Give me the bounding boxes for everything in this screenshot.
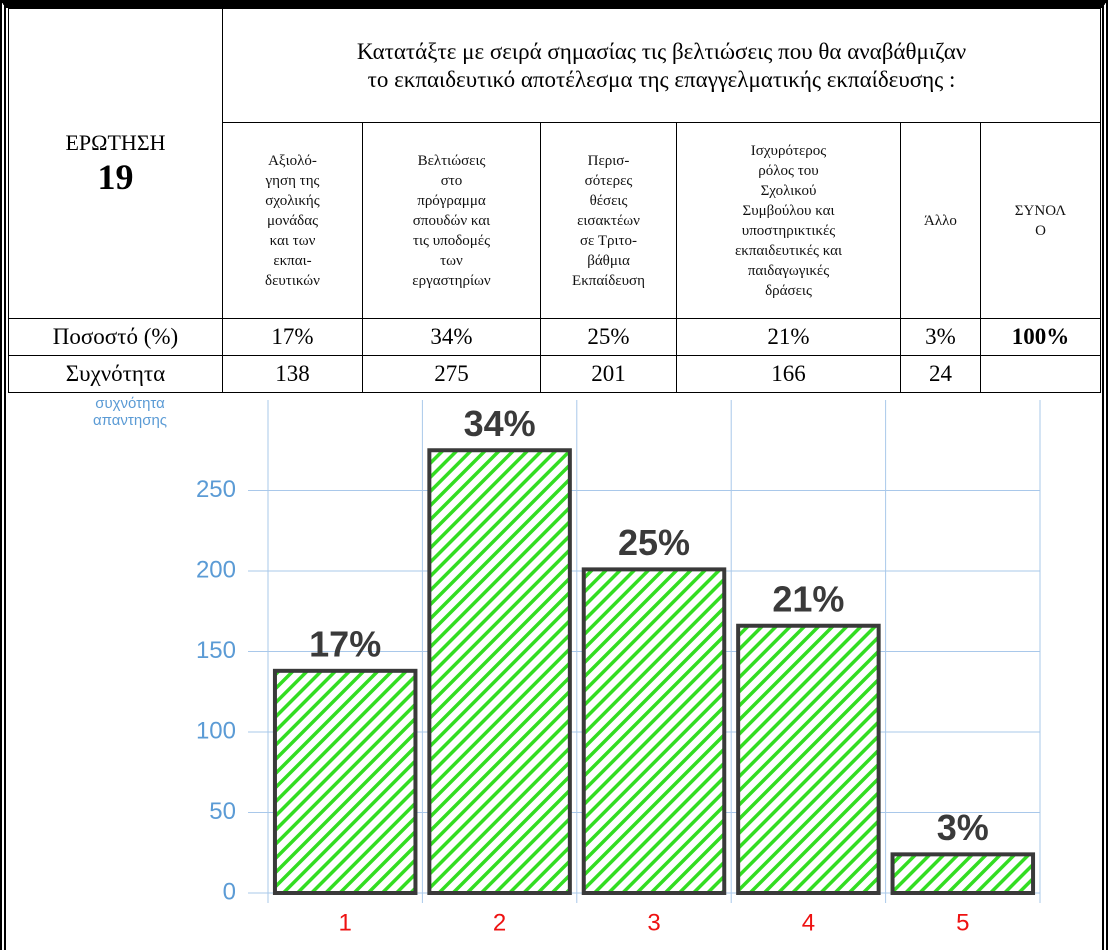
column-header: Περισ-σότερες θέσεις εισακτέων σε Τριτο-βάθ… xyxy=(540,122,677,319)
column-header-line: σπουδών και xyxy=(412,212,491,229)
percent-cell: 34% xyxy=(362,318,541,356)
bar xyxy=(272,668,418,895)
row-label: Ποσοστό (%) xyxy=(8,318,223,356)
bar-label: 34% xyxy=(464,403,536,444)
column-header-line: εισακτέων xyxy=(577,212,640,229)
column-header-line: Συμβούλου και xyxy=(742,202,835,219)
column-header-line: και των xyxy=(269,232,316,249)
y-tick-label: 150 xyxy=(196,637,236,664)
x-tick-label: 1 xyxy=(339,909,352,936)
bar xyxy=(890,852,1036,895)
y-tick-label: 200 xyxy=(196,556,236,583)
x-tick-label: 3 xyxy=(647,909,660,936)
column-header-line: εκπαι- xyxy=(273,252,312,269)
x-tick-label: 4 xyxy=(802,909,815,936)
x-tick-label: 2 xyxy=(493,909,506,936)
column-header-line: δράσεις xyxy=(765,282,812,299)
question-cell: ΕΡΩΤΗΣΗ 19 xyxy=(8,8,223,319)
column-header: Βελτιώσεις στο πρόγραμμα σπουδών και τις υπο… xyxy=(362,122,541,319)
frequency-total xyxy=(980,355,1101,393)
column-header-line: σε Τριτο- xyxy=(579,232,638,249)
heading-line: το εκπαιδευτικό αποτέλεσμα της επαγγελμα… xyxy=(367,66,956,92)
column-header-line: παιδαγωγικές xyxy=(747,262,830,279)
column-header-line: των xyxy=(440,252,463,269)
column-header-line: τις υποδομές xyxy=(412,232,491,249)
column-header: ΣΥΝΟΛ Ο xyxy=(980,122,1101,319)
bar-label: 21% xyxy=(772,578,844,619)
column-header-line: δευτικών xyxy=(265,272,320,289)
bar xyxy=(581,567,727,895)
bar-label: 3% xyxy=(937,807,989,848)
bar xyxy=(427,448,572,895)
column-header-line: Αξιολό- xyxy=(268,152,317,169)
percent-cell: 25% xyxy=(540,318,677,356)
y-axis-label: απαντησης xyxy=(93,412,167,429)
results-table: ΕΡΩΤΗΣΗ 19 Κατατάξτε με σειρά σημασίας τ… xyxy=(8,8,1101,393)
frequency-cell: 138 xyxy=(222,355,363,393)
column-header: Ισχυρότερος ρόλος του Σχολικού Συμβούλου κα… xyxy=(676,122,901,319)
column-header-line: υποστηρικτικές xyxy=(741,222,836,239)
column-header-line: στο xyxy=(440,172,463,189)
column-header-line: πρόγραμμα xyxy=(417,192,486,209)
column-header: Αξιολό-γηση της σχολικής μονάδας και των εκπ… xyxy=(222,122,363,319)
row-label: Συχνότητα xyxy=(8,355,223,393)
percent-cell: 17% xyxy=(222,318,363,356)
column-header-line: Ισχυρότερος xyxy=(750,142,827,159)
column-header-line: Εκπαίδευση xyxy=(572,272,645,289)
column-header-line: ΣΥΝΟΛ xyxy=(1014,202,1067,219)
column-header-line: Βελτιώσεις xyxy=(417,152,486,169)
column-header-line: ρόλος του xyxy=(758,162,819,179)
frequency-cell: 275 xyxy=(362,355,541,393)
column-header-line: Σχολικού xyxy=(760,182,817,199)
column-header-line: Ο xyxy=(1035,222,1046,239)
frequency-cell: 24 xyxy=(900,355,981,393)
question-label: ΕΡΩΤΗΣΗ xyxy=(65,129,166,155)
y-tick-label: 50 xyxy=(209,798,236,825)
frequency-cell: 201 xyxy=(540,355,677,393)
percent-cell: 3% xyxy=(900,318,981,356)
percent-cell: 21% xyxy=(676,318,901,356)
column-header-line: εκπαιδευτικές και xyxy=(734,242,843,259)
y-tick-label: 0 xyxy=(223,878,236,905)
column-header-line: εργαστηρίων xyxy=(412,272,491,289)
column-header-line: σχολικής xyxy=(265,192,320,209)
column-header-line: σότερες xyxy=(584,172,633,189)
y-tick-label: 100 xyxy=(196,717,236,744)
column-header-line: Άλλο xyxy=(924,212,957,229)
heading-line: Κατατάξτε με σειρά σημασίας τις βελτιώσε… xyxy=(356,38,967,64)
question-number: 19 xyxy=(97,156,134,197)
column-header-line: βάθμια xyxy=(587,252,630,269)
bar-label: 25% xyxy=(618,522,690,563)
bar xyxy=(736,623,881,895)
column-header: Άλλο xyxy=(900,122,981,319)
column-header-line: Περισ- xyxy=(587,152,630,169)
x-tick-label: 5 xyxy=(956,909,969,936)
y-tick-label: 250 xyxy=(196,476,236,503)
frequency-cell: 166 xyxy=(676,355,901,393)
bar-label: 17% xyxy=(309,623,381,664)
column-header-line: γηση της xyxy=(265,172,320,189)
column-header-line: μονάδας xyxy=(266,212,319,229)
column-header-line: θέσεις xyxy=(589,192,628,209)
y-axis-label: συχνότητα xyxy=(95,395,165,412)
